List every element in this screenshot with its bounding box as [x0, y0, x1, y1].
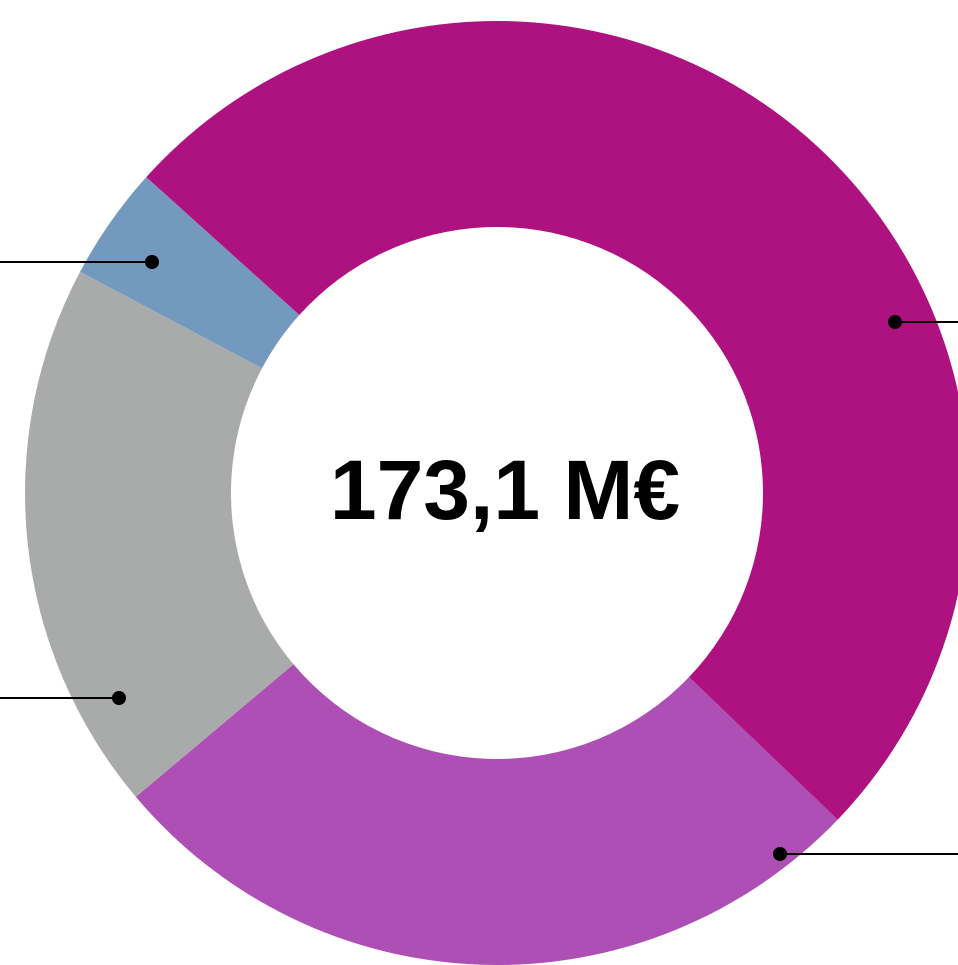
leader-dots: [112, 255, 902, 861]
leader-dot: [773, 847, 787, 861]
slice: [80, 177, 300, 369]
leader-dot: [112, 691, 126, 705]
slice: [24, 271, 294, 797]
leader-dot: [145, 255, 159, 269]
leader-lines: [0, 261, 958, 855]
slice: [135, 664, 838, 965]
leader-dot: [888, 315, 902, 329]
slice: [146, 21, 958, 820]
slices: [24, 21, 958, 965]
center-label: 173,1 M€: [330, 443, 680, 537]
